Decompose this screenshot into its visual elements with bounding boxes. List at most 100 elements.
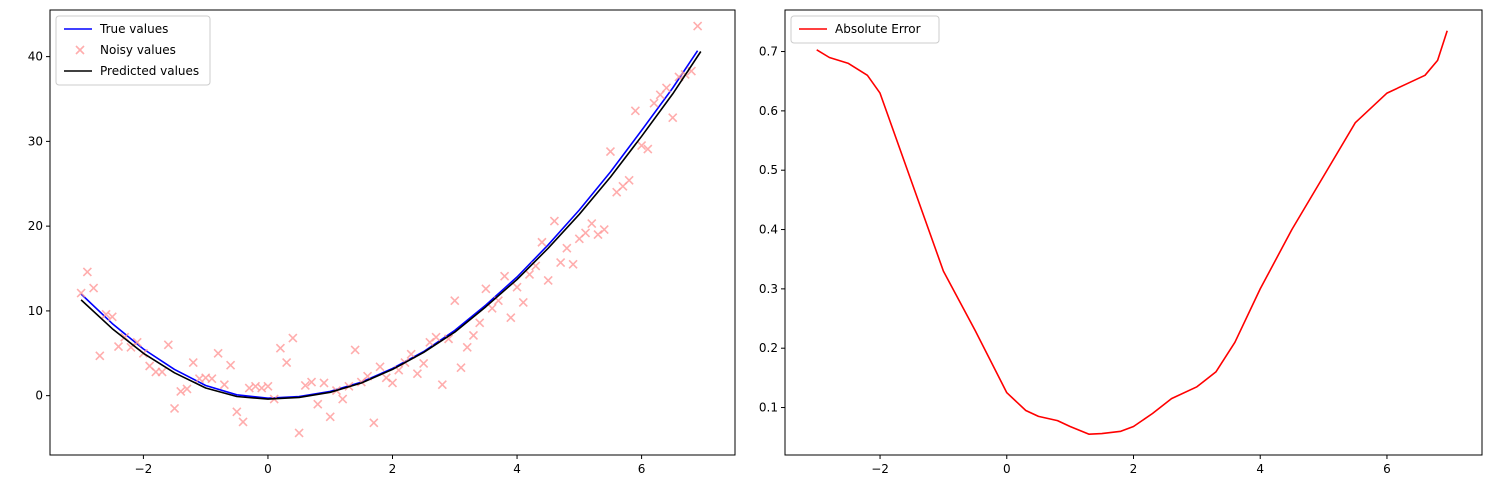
y-tick-label: 0.3 bbox=[759, 282, 778, 296]
scatter-point bbox=[587, 219, 597, 229]
scatter-point bbox=[375, 362, 385, 372]
scatter-point bbox=[213, 348, 223, 358]
scatter-point bbox=[450, 296, 460, 306]
scatter-point bbox=[207, 374, 217, 384]
scatter-point bbox=[89, 283, 99, 293]
legend-label: Predicted values bbox=[100, 64, 199, 78]
scatter-point bbox=[593, 230, 603, 240]
y-tick-label: 0 bbox=[35, 389, 43, 403]
y-tick-label: 0.4 bbox=[759, 223, 778, 237]
scatter-point bbox=[406, 349, 416, 359]
scatter-point bbox=[226, 360, 236, 370]
series-noisy-values bbox=[76, 21, 703, 438]
scatter-point bbox=[562, 243, 572, 253]
series-line-true-values bbox=[80, 50, 699, 399]
scatter-point bbox=[668, 113, 678, 123]
legend-label: True values bbox=[99, 22, 168, 36]
scatter-point bbox=[419, 358, 429, 369]
scatter-point bbox=[462, 342, 472, 352]
scatter-point bbox=[338, 394, 348, 404]
scatter-point bbox=[456, 363, 466, 373]
scatter-point bbox=[188, 358, 198, 368]
scatter-point bbox=[238, 417, 248, 427]
scatter-point bbox=[163, 340, 173, 350]
scatter-point bbox=[182, 384, 192, 394]
scatter-point bbox=[169, 403, 180, 413]
x-tick-label: 2 bbox=[1130, 462, 1138, 476]
y-tick-label: 0.7 bbox=[759, 45, 778, 59]
scatter-point bbox=[319, 378, 329, 388]
scatter-point bbox=[693, 21, 703, 31]
scatter-point bbox=[549, 216, 559, 226]
y-tick-label: 0.2 bbox=[759, 341, 778, 355]
x-tick-label: −2 bbox=[871, 462, 889, 476]
scatter-point bbox=[412, 369, 422, 379]
scatter-point bbox=[82, 267, 92, 277]
scatter-point bbox=[443, 334, 454, 344]
scatter-point bbox=[487, 303, 497, 313]
x-tick-label: 2 bbox=[389, 462, 397, 476]
scatter-point bbox=[661, 83, 672, 93]
scatter-point bbox=[387, 378, 398, 388]
scatter-point bbox=[431, 332, 441, 342]
series-line-absolute-error bbox=[816, 30, 1448, 435]
scatter-point bbox=[300, 380, 310, 391]
scatter-point bbox=[263, 381, 273, 391]
scatter-point bbox=[176, 386, 186, 396]
chart-fitted-curves: −2 0 2 4 6 0 10 20 30 40 True values Noisy values Pr… bbox=[28, 9, 736, 476]
scatter-point bbox=[306, 377, 317, 387]
scatter-point bbox=[543, 275, 553, 285]
scatter-point bbox=[481, 284, 491, 294]
scatter-point bbox=[468, 330, 479, 341]
scatter-point bbox=[437, 380, 447, 390]
scatter-point bbox=[649, 98, 659, 108]
scatter-point bbox=[500, 271, 510, 281]
legend-label: Noisy values bbox=[100, 43, 176, 57]
scatter-point bbox=[369, 418, 379, 428]
legend-marker bbox=[75, 45, 85, 55]
chart-absolute-error: −2 0 2 4 6 0.1 0.2 0.3 0.4 0.5 0.6 0.7 Absolute Erro… bbox=[759, 9, 1483, 476]
x-tick-label: 0 bbox=[1003, 462, 1011, 476]
scatter-point bbox=[568, 259, 578, 269]
scatter-point bbox=[282, 358, 292, 368]
x-tick-label: −2 bbox=[135, 462, 153, 476]
legend: True values Noisy values Predicted values bbox=[55, 15, 211, 86]
x-tick-label: 4 bbox=[513, 462, 521, 476]
scatter-point bbox=[506, 313, 516, 323]
y-tick-label: 10 bbox=[28, 304, 43, 318]
legend-box bbox=[790, 15, 940, 44]
scatter-point bbox=[107, 312, 117, 322]
scatter-point bbox=[157, 367, 167, 377]
series-line-predicted-values bbox=[80, 51, 702, 400]
y-tick-label: 40 bbox=[28, 50, 43, 64]
scatter-point bbox=[113, 341, 124, 352]
scatter-point bbox=[637, 141, 647, 151]
scatter-point bbox=[524, 269, 535, 280]
y-tick-label: 0.5 bbox=[759, 163, 778, 177]
scatter-point bbox=[643, 144, 653, 154]
legend: Absolute Error bbox=[790, 15, 940, 44]
scatter-point bbox=[95, 351, 105, 361]
scatter-point bbox=[381, 373, 391, 383]
y-tick-label: 20 bbox=[28, 219, 43, 233]
x-tick-label: 6 bbox=[1383, 462, 1391, 476]
x-tick-label: 0 bbox=[264, 462, 272, 476]
scatter-point bbox=[512, 282, 522, 292]
scatter-point bbox=[605, 146, 616, 157]
scatter-point bbox=[580, 228, 591, 238]
scatter-point bbox=[294, 428, 304, 438]
scatter-point bbox=[556, 258, 566, 268]
scatter-point bbox=[325, 412, 335, 422]
scatter-point bbox=[126, 342, 136, 352]
scatter-point bbox=[132, 337, 142, 347]
scatter-point bbox=[599, 224, 609, 235]
scatter-point bbox=[350, 345, 360, 355]
y-tick-label: 0.6 bbox=[759, 104, 778, 118]
scatter-point bbox=[518, 297, 528, 307]
scatter-point bbox=[101, 309, 111, 319]
scatter-point bbox=[76, 288, 86, 298]
x-tick-label: 4 bbox=[1256, 462, 1264, 476]
scatter-point bbox=[425, 337, 435, 347]
legend-box bbox=[55, 15, 211, 86]
